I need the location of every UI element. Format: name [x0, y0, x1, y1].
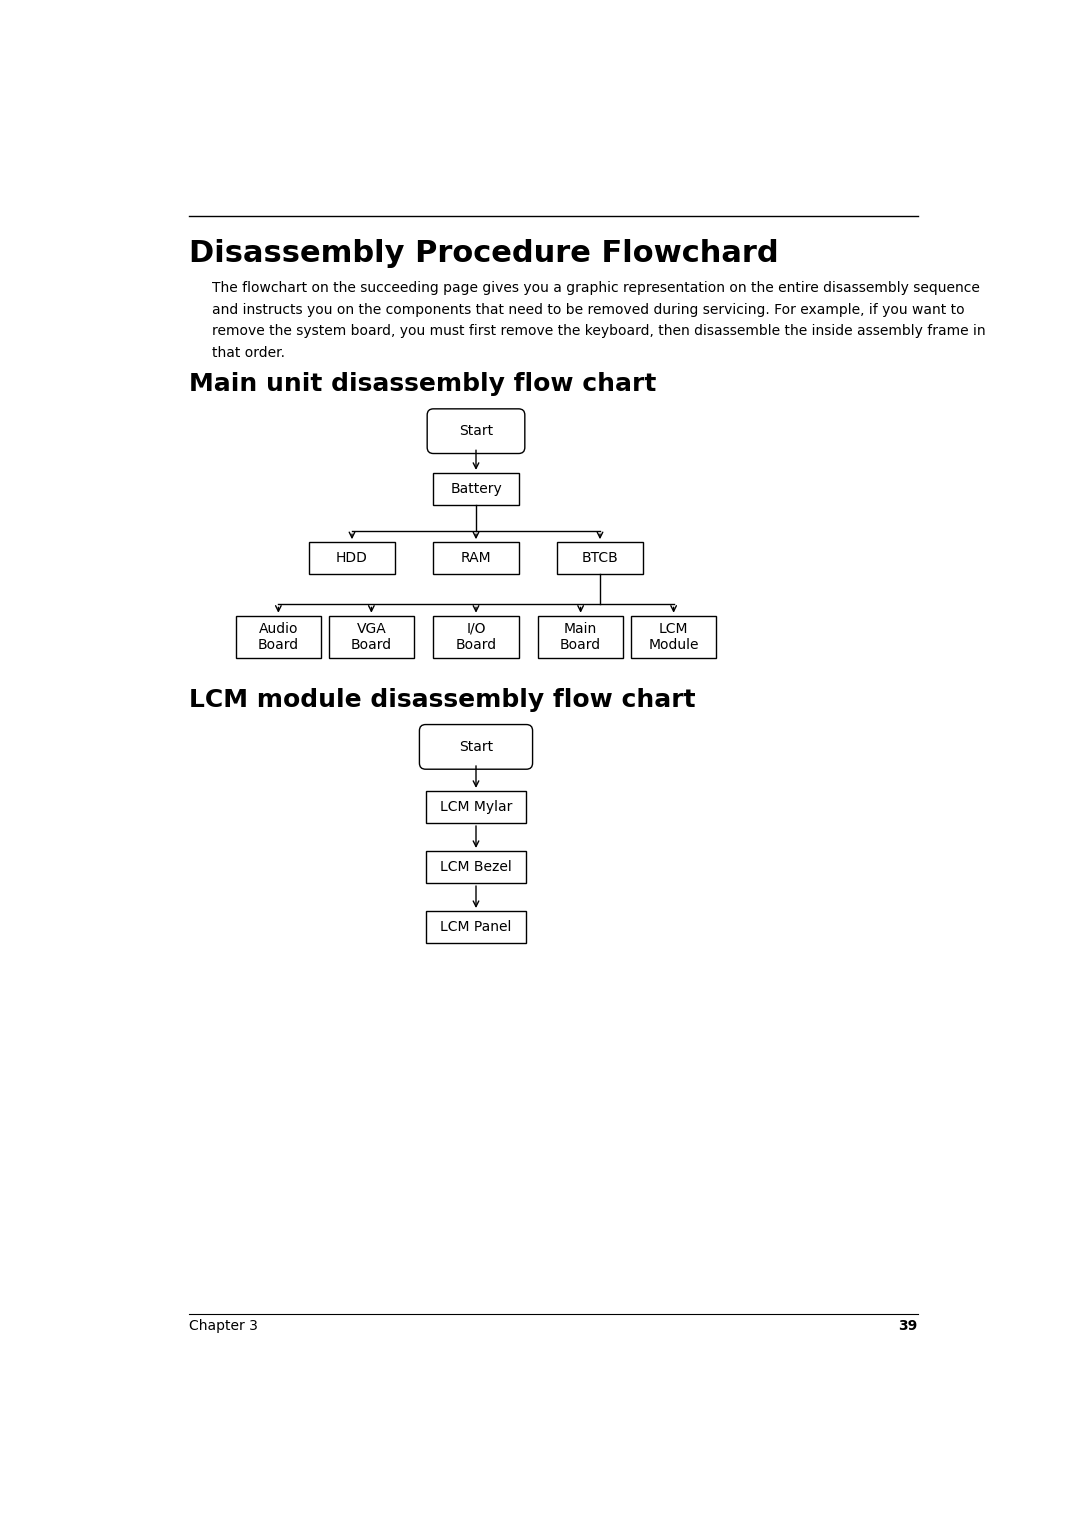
Text: LCM module disassembly flow chart: LCM module disassembly flow chart	[189, 687, 696, 712]
FancyBboxPatch shape	[631, 615, 716, 658]
Text: HDD: HDD	[336, 551, 368, 565]
FancyBboxPatch shape	[419, 724, 532, 770]
FancyBboxPatch shape	[433, 473, 518, 505]
FancyBboxPatch shape	[426, 851, 526, 883]
Text: RAM: RAM	[461, 551, 491, 565]
Text: Main unit disassembly flow chart: Main unit disassembly flow chart	[189, 373, 657, 395]
Text: that order.: that order.	[213, 345, 285, 360]
Text: remove the system board, you must first remove the keyboard, then disassemble th: remove the system board, you must first …	[213, 324, 986, 337]
FancyBboxPatch shape	[433, 615, 518, 658]
FancyBboxPatch shape	[426, 791, 526, 823]
Text: LCM Bezel: LCM Bezel	[441, 860, 512, 873]
FancyBboxPatch shape	[428, 409, 525, 454]
Text: Battery: Battery	[450, 483, 502, 496]
FancyBboxPatch shape	[557, 542, 643, 574]
Text: Audio
Board: Audio Board	[258, 621, 299, 652]
FancyBboxPatch shape	[309, 542, 394, 574]
FancyBboxPatch shape	[328, 615, 414, 658]
FancyBboxPatch shape	[235, 615, 321, 658]
Text: Start: Start	[459, 425, 494, 438]
Text: The flowchart on the succeeding page gives you a graphic representation on the e: The flowchart on the succeeding page giv…	[213, 281, 981, 295]
Text: Start: Start	[459, 741, 494, 754]
Text: LCM Mylar: LCM Mylar	[440, 800, 512, 814]
Text: I/O
Board: I/O Board	[456, 621, 497, 652]
Text: Chapter 3: Chapter 3	[189, 1319, 258, 1333]
Text: LCM
Module: LCM Module	[648, 621, 699, 652]
Text: Disassembly Procedure Flowchard: Disassembly Procedure Flowchard	[189, 238, 779, 267]
Text: BTCB: BTCB	[582, 551, 619, 565]
Text: and instructs you on the components that need to be removed during servicing. Fo: and instructs you on the components that…	[213, 302, 966, 316]
FancyBboxPatch shape	[538, 615, 623, 658]
Text: Main
Board: Main Board	[561, 621, 602, 652]
Text: VGA
Board: VGA Board	[351, 621, 392, 652]
Text: 39: 39	[899, 1319, 918, 1333]
Text: LCM Panel: LCM Panel	[441, 921, 512, 935]
FancyBboxPatch shape	[433, 542, 518, 574]
FancyBboxPatch shape	[426, 912, 526, 944]
